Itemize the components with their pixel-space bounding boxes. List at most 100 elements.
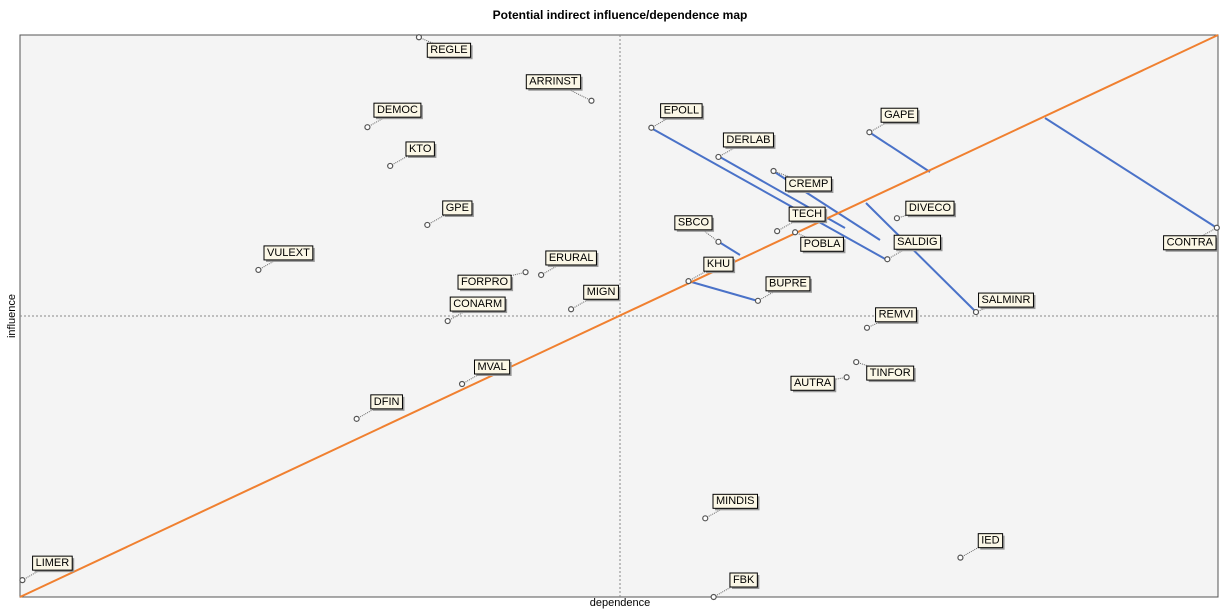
point <box>957 554 964 561</box>
label-box <box>703 256 734 272</box>
point <box>715 153 722 161</box>
point-label: CONARM <box>453 298 502 310</box>
point-label: CREMP <box>789 178 829 190</box>
label-box <box>370 394 403 410</box>
point <box>19 577 26 584</box>
point <box>715 238 722 245</box>
shift-line <box>718 241 741 256</box>
label-box <box>405 141 435 157</box>
point <box>387 162 394 170</box>
point-label: CONTRA <box>1167 237 1214 249</box>
point <box>774 228 781 235</box>
label-box <box>1163 235 1217 251</box>
point-label: FORPRO <box>461 276 509 288</box>
label-box <box>978 292 1034 308</box>
point-label: BUPRE <box>769 278 807 290</box>
label-box <box>729 572 758 588</box>
point <box>444 317 451 325</box>
label-box <box>875 307 917 323</box>
shift-lines <box>650 117 1218 313</box>
point <box>648 124 655 131</box>
point <box>710 593 717 601</box>
shift-line <box>1044 117 1218 229</box>
point <box>770 167 777 175</box>
point-label: SALDIG <box>897 236 937 248</box>
point <box>364 124 371 131</box>
point <box>884 256 891 263</box>
point <box>538 271 545 279</box>
point-label: DIVECO <box>909 202 952 214</box>
point <box>866 129 873 136</box>
point-label: ERURAL <box>549 252 594 264</box>
label-box <box>473 359 511 375</box>
label-box <box>788 206 826 222</box>
point-label: FBK <box>733 574 755 586</box>
label-box <box>866 365 915 381</box>
point-label: GPE <box>446 202 469 214</box>
point <box>588 97 595 104</box>
point-label: TINFOR <box>870 367 911 379</box>
point <box>458 380 466 388</box>
point <box>792 229 799 236</box>
point-label: REGLE <box>430 44 467 56</box>
label-box <box>457 274 512 290</box>
point-label: LIMER <box>36 557 70 569</box>
point <box>1213 224 1220 231</box>
label-box <box>263 245 314 261</box>
label-box <box>583 284 619 300</box>
point-label: KTO <box>409 143 432 155</box>
label-box <box>785 176 832 192</box>
shift-line <box>868 131 931 173</box>
x-axis-title: dependence <box>590 597 651 609</box>
label-box <box>442 200 473 216</box>
point-label: IED <box>981 535 999 547</box>
label-box <box>674 215 713 231</box>
point <box>702 515 709 522</box>
point <box>893 215 901 222</box>
label-box <box>426 42 472 58</box>
point <box>415 34 423 41</box>
point-label: SALMINR <box>982 294 1031 306</box>
label-box <box>545 250 597 266</box>
point-label: MINDIS <box>716 495 755 507</box>
shift-line <box>687 280 759 302</box>
point-label: SBCO <box>678 217 710 229</box>
point-label: DFIN <box>374 396 400 408</box>
diagonal <box>19 34 1219 598</box>
label-box <box>660 103 703 119</box>
point <box>863 324 871 331</box>
label-box <box>525 74 582 90</box>
point <box>754 297 762 304</box>
point-label: DEMOC <box>377 104 418 116</box>
point <box>522 269 529 276</box>
y-axis-title: influence <box>6 294 18 338</box>
label-box <box>712 493 759 509</box>
point <box>567 306 575 313</box>
point-label: AUTRA <box>794 377 832 389</box>
point-label: MVAL <box>477 361 506 373</box>
point <box>424 221 431 229</box>
point-label: VULEXT <box>267 247 310 259</box>
label-box <box>722 132 774 148</box>
point-label: TECH <box>792 208 822 220</box>
chart-title: Potential indirect influence/dependence … <box>493 8 748 22</box>
label-box <box>373 102 422 118</box>
label-box <box>800 236 844 252</box>
point <box>685 278 692 285</box>
label-box <box>905 200 955 216</box>
point-label: EPOLL <box>664 105 699 117</box>
point-label: KHU <box>707 258 730 270</box>
label-box <box>449 296 506 312</box>
label-box <box>765 276 811 292</box>
point-label: POBLA <box>804 238 841 250</box>
point-label: MIGN <box>587 286 616 298</box>
shift-line <box>650 127 888 261</box>
point <box>255 266 262 274</box>
label-box <box>32 555 73 571</box>
point <box>843 374 850 381</box>
point <box>853 358 860 366</box>
point-label: ARRINST <box>529 76 578 88</box>
point-label: DERLAB <box>726 134 770 146</box>
label-box <box>893 234 942 250</box>
